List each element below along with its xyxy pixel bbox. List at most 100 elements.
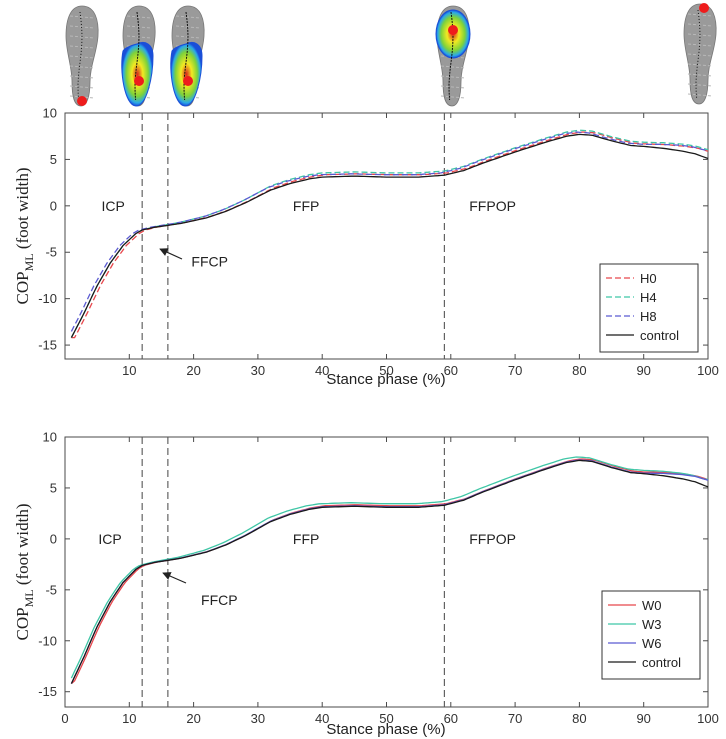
x-tick-label: 90 [636,711,650,726]
insole-sensor-row [687,83,713,87]
phase-label-icp: ICP [98,531,121,547]
y-tick-label: -5 [45,245,57,260]
y-tick-label: 5 [50,152,57,167]
phase-labels: ICP FFP FFPOP FFCP [102,198,516,270]
insole-sensor-row [687,73,713,77]
x-tick-label: 10 [122,363,136,378]
ffcp-arrow [159,248,183,260]
y-tick-label: 10 [43,106,57,121]
insole-sensor-row [69,55,95,59]
phase-label-icp: ICP [102,198,125,214]
insole-sensor-row [175,15,201,19]
x-tick-label: 60 [444,363,458,378]
y-tick-label: -10 [38,633,57,648]
pressure-heatmap [121,42,154,107]
insole-sensor-row [687,93,713,97]
insole-sensor-row [687,63,713,67]
insole-sensor-row [687,13,713,17]
phase-boundaries [141,437,445,707]
y-tick-label: 5 [50,480,57,495]
x-tick-label: 20 [186,363,200,378]
legend-entry-w0: W0 [642,598,662,613]
series-line-h8 [70,131,709,332]
legend-entry-h4: H4 [640,290,657,305]
legend: H0 H4 H8 control [599,263,699,353]
y-tick-label: 10 [43,430,57,445]
y-tick-label: -5 [45,582,57,597]
legend-entry-w6: W6 [642,636,662,651]
x-tick-label: 60 [444,711,458,726]
ffcp-arrow [162,572,187,584]
x-tick-label: 100 [697,711,719,726]
x-tick-label: 30 [251,363,265,378]
x-tick-label: 80 [572,363,586,378]
insole-sensor-row [687,43,713,47]
legend-box [601,590,701,680]
insole-outline [65,5,99,107]
insole-forefoot-push-off [435,5,471,107]
phase-label-ffpop: FFPOP [469,198,516,214]
legend: W0 W3 W6 control [601,590,701,680]
cop-trajectory [448,11,454,101]
insole-sensor-row [440,85,466,89]
y-tick-label: -10 [38,291,57,306]
x-tick-label: 70 [508,711,522,726]
insole-initial-contact [65,5,99,107]
insole-sensor-row [440,95,466,99]
insole-strip [65,3,717,107]
insole-sensor-row [69,75,95,79]
legend-entry-control: control [640,328,679,343]
x-tick-label: 10 [122,711,136,726]
x-tick-label: 70 [508,363,522,378]
legend-entry-w3: W3 [642,617,662,632]
insole-forefoot-contact-b [170,5,205,107]
y-axis-label: COPML (foot width) [13,167,36,304]
cop-marker [448,25,458,35]
x-tick-label: 50 [379,363,393,378]
series-line-w3 [70,456,709,679]
insole-sensor-row [69,65,95,69]
insole-toe-off [683,3,717,105]
pressure-heatmap [170,42,203,107]
insole-sensor-row [687,53,713,57]
y-tick-label: 0 [50,198,57,213]
phase-labels: ICP FFP FFPOP FFCP [98,531,516,608]
insole-sensor-row [69,15,95,19]
insole-sensor-row [126,15,152,19]
y-tick-label: -15 [38,338,57,353]
legend-entry-h8: H8 [640,309,657,324]
x-tick-label: 90 [636,363,650,378]
phase-label-ffp: FFP [293,198,319,214]
legend-entry-control: control [642,655,681,670]
x-tick-label: 40 [315,711,329,726]
insole-sensor-row [69,45,95,49]
legend-box [599,263,699,353]
insole-sensor-row [69,85,95,89]
phase-label-ffcp: FFCP [201,592,238,608]
x-tick-label: 0 [61,711,68,726]
cop-marker [699,3,709,13]
phase-label-ffpop: FFPOP [469,531,516,547]
series-lines [70,456,709,685]
insole-sensor-row [440,75,466,79]
cop-marker [183,76,193,86]
x-tick-label: 20 [186,711,200,726]
series-line-control [70,459,709,684]
phase-boundaries [141,113,445,359]
insole-sensor-row [440,65,466,69]
legend-entry-h0: H0 [640,271,657,286]
x-axis-label: Stance phase (%) [326,371,445,388]
plot-area [64,436,709,708]
cop-trajectory [134,11,140,101]
x-tick-label: 80 [572,711,586,726]
insole-forefoot-contact-a [121,5,156,107]
x-axis-label: Stance phase (%) [326,721,445,738]
y-axis-label: COPML (foot width) [13,503,36,640]
cop-marker [77,96,87,106]
cop-trajectory [183,11,189,101]
